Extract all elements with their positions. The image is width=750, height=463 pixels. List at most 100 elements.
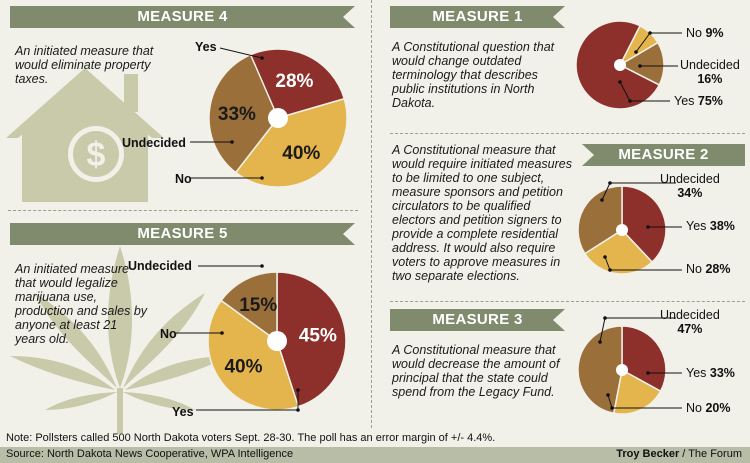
pie4-slice-yes	[621, 325, 667, 393]
pie0-value-no: 40%	[282, 143, 320, 164]
measure2-undecided-label: Undecided 34%	[660, 172, 720, 200]
measure3-no-label: No 20%	[686, 401, 731, 415]
measure1-no-label: No 9%	[686, 26, 724, 40]
pie3-slice-no	[583, 229, 654, 275]
svg-text:$: $	[87, 136, 106, 174]
leader-dot-11	[618, 80, 622, 84]
column-divider	[371, 0, 372, 428]
measure3-undecided-pct: 47%	[677, 322, 703, 336]
leader-dot-13	[600, 198, 604, 202]
leader-line-0	[219, 47, 263, 59]
measure3-yes-text: Yes	[686, 366, 707, 380]
measure1-undecided-pct: 16%	[697, 72, 723, 86]
measure1-no-pct: 9%	[705, 26, 724, 40]
measure5-banner: MEASURE 5	[10, 223, 355, 245]
pie1-value-undecided: 15%	[239, 295, 277, 316]
measure4-no-label: No	[175, 172, 192, 186]
leader-dot-14	[646, 225, 650, 229]
pie3-center-hole	[616, 224, 628, 236]
leader-dot-8	[634, 50, 638, 54]
measure3-undecided-text: Undecided	[660, 308, 720, 322]
leader-dot-0	[260, 56, 264, 60]
pie1-value-yes: 45%	[299, 326, 337, 347]
measure2-no-text: No	[686, 262, 702, 276]
pie2-slice-undecided	[618, 41, 665, 86]
pie0-value-undecided: 33%	[218, 104, 256, 125]
measure2-no-pct: 28%	[705, 262, 731, 276]
measure3-description: A Constitutional measure that would decr…	[392, 343, 560, 399]
measure3-no-pct: 20%	[705, 401, 731, 415]
measure2-yes-label: Yes 38%	[686, 219, 735, 233]
pie0-slice-no	[234, 97, 348, 188]
measure3-yes-label: Yes 33%	[686, 366, 735, 380]
leader-dot-18	[598, 340, 602, 344]
credit-name: Troy Becker	[616, 448, 680, 460]
pie3-slice-undecided	[577, 185, 623, 255]
measure3-yes-pct: 33%	[709, 366, 735, 380]
pie0-value-yes: 28%	[275, 71, 313, 92]
right-divider-1	[390, 133, 745, 134]
pie3-slice-yes	[621, 185, 667, 264]
leader-dot-21	[606, 393, 610, 397]
measure2-undecided-text: Undecided	[660, 172, 720, 186]
leader-dot-4	[220, 331, 224, 335]
house-dollar-icon: $	[6, 68, 164, 202]
pie0-slice-undecided	[208, 53, 279, 174]
measure1-yes-text: Yes	[674, 94, 695, 108]
credit-org: / The Forum	[679, 448, 742, 460]
leader-dot-2	[260, 176, 264, 180]
pie4-slice-undecided	[577, 325, 623, 415]
measure4-banner: MEASURE 4	[10, 6, 355, 28]
measure1-banner: MEASURE 1	[390, 6, 565, 28]
leader-dot-3	[260, 264, 264, 268]
leader-dot-19	[646, 371, 650, 375]
left-divider	[8, 210, 358, 211]
leader-line-21	[607, 394, 613, 409]
measure4-description: An initiated measure that would eliminat…	[15, 44, 154, 86]
leader-dot-9	[638, 64, 642, 68]
measure1-description: A Constitutional question that would cha…	[392, 40, 555, 110]
measure2-undecided-pct: 34%	[677, 186, 703, 200]
right-divider-2	[390, 301, 745, 302]
leader-line-8	[635, 32, 651, 53]
measure1-yes-label: Yes 75%	[674, 94, 723, 108]
measure5-yes-label: Yes	[172, 405, 194, 419]
leader-line-16	[604, 256, 611, 271]
measure4-undecided-label: Undecided	[122, 136, 186, 150]
pie1-slice-undecided	[220, 271, 278, 343]
leader-line-13	[601, 182, 611, 201]
pie2-center-hole	[614, 59, 626, 71]
pie1-center-hole	[267, 331, 287, 351]
leader-dot-16	[603, 255, 607, 259]
measure3-banner: MEASURE 3	[390, 309, 565, 331]
measure3-undecided-label: Undecided 47%	[660, 308, 720, 336]
measure2-banner: MEASURE 2	[582, 144, 745, 166]
measure2-no-label: No 28%	[686, 262, 731, 276]
measure1-no-text: No	[686, 26, 702, 40]
pie4-slice-no	[612, 368, 662, 415]
leader-dot-6	[296, 388, 300, 392]
pie4-center-hole	[616, 364, 628, 376]
measure1-yes-pct: 75%	[697, 94, 723, 108]
measure5-undecided-label: Undecided	[128, 259, 192, 273]
measure5-no-label: No	[160, 327, 177, 341]
measure2-yes-text: Yes	[686, 219, 707, 233]
pie0-center-hole	[268, 108, 288, 128]
footer-bar: Source: North Dakota News Cooperative, W…	[0, 447, 750, 463]
measure1-undecided-label: Undecided 16%	[680, 58, 740, 86]
leader-dot-1	[230, 140, 234, 144]
source-text: Source: North Dakota News Cooperative, W…	[6, 448, 294, 460]
measure1-undecided-text: Undecided	[680, 58, 740, 72]
measure4-yes-label: Yes	[195, 40, 217, 54]
pie1-value-no: 40%	[224, 356, 262, 377]
measure2-yes-pct: 38%	[709, 219, 735, 233]
leader-line-11	[619, 81, 631, 102]
measure3-no-text: No	[686, 401, 702, 415]
pie1-slice-yes	[276, 271, 347, 408]
cannabis-leaf-icon	[10, 246, 230, 434]
credit-text: Troy Becker / The Forum	[616, 448, 742, 460]
poll-note: Note: Pollsters called 500 North Dakota …	[6, 432, 496, 444]
measure5-description: An initiated measure that would legalize…	[15, 262, 148, 346]
leader-line-18	[599, 317, 606, 343]
